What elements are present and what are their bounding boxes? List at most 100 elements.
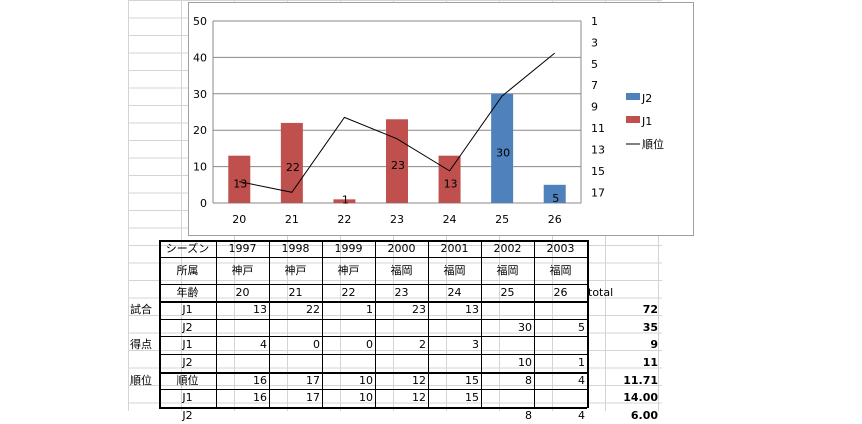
- data-cell[interactable]: 1: [366, 303, 373, 316]
- season-cell[interactable]: 2003: [546, 242, 575, 255]
- age-cell[interactable]: 26: [553, 286, 568, 299]
- data-cell[interactable]: 30: [518, 321, 532, 334]
- data-cell[interactable]: 5: [578, 321, 585, 334]
- data-cell[interactable]: 0: [366, 338, 373, 351]
- row-group-label[interactable]: 得点: [130, 338, 152, 351]
- club-cell[interactable]: 福岡: [549, 264, 572, 277]
- data-cell[interactable]: 13: [465, 303, 479, 316]
- data-cell[interactable]: 16: [253, 391, 267, 404]
- data-cell[interactable]: [481, 336, 534, 354]
- age-cell[interactable]: 25: [500, 286, 515, 299]
- season-cell[interactable]: 1997: [228, 242, 257, 255]
- total-cell[interactable]: 9: [650, 338, 658, 351]
- total-cell[interactable]: 11.71: [623, 374, 658, 387]
- season-cell[interactable]: 2002: [493, 242, 522, 255]
- data-cell[interactable]: 17: [306, 374, 320, 387]
- combo-chart[interactable]: 0 10 20 30 40 50 1 3 5 7 9 11 13 15 17 20 21 22 23 24 25 26 13…: [188, 2, 694, 236]
- data-cell[interactable]: 4: [578, 409, 585, 422]
- data-label: 30: [496, 146, 510, 159]
- data-cell[interactable]: 12: [412, 374, 426, 387]
- club-cell[interactable]: 福岡: [390, 264, 413, 277]
- age-cell[interactable]: 20: [235, 286, 250, 299]
- data-cell[interactable]: 8: [525, 409, 532, 422]
- data-cell[interactable]: 0: [313, 338, 320, 351]
- data-cell[interactable]: [216, 319, 269, 336]
- data-cell[interactable]: 3: [472, 338, 479, 351]
- data-cell[interactable]: 13: [253, 303, 267, 316]
- row-label[interactable]: J2: [182, 356, 193, 369]
- y2-tick-label: 17: [591, 186, 605, 199]
- data-cell[interactable]: 15: [465, 391, 479, 404]
- bar-j1: [228, 155, 251, 203]
- data-cell[interactable]: 15: [465, 374, 479, 387]
- age-cell[interactable]: 22: [341, 286, 356, 299]
- data-cell[interactable]: [322, 319, 375, 336]
- club-cell[interactable]: 福岡: [443, 264, 466, 277]
- table-hline: [159, 240, 587, 242]
- data-cell[interactable]: 1: [578, 356, 585, 369]
- table-vline: [269, 240, 270, 408]
- season-cell[interactable]: 2001: [440, 242, 469, 255]
- data-cell[interactable]: [534, 389, 587, 407]
- x-tick-label: 22: [337, 213, 351, 226]
- data-cell[interactable]: 22: [306, 303, 320, 316]
- row-label[interactable]: J2: [182, 321, 193, 334]
- age-cell[interactable]: 21: [288, 286, 303, 299]
- data-cell[interactable]: [269, 319, 322, 336]
- data-cell[interactable]: 17: [306, 391, 320, 404]
- header-age[interactable]: 年齢: [176, 286, 199, 299]
- data-cell[interactable]: 10: [359, 374, 373, 387]
- data-cell[interactable]: [534, 301, 587, 319]
- age-cell[interactable]: 23: [394, 286, 409, 299]
- row-label[interactable]: 順位: [176, 374, 199, 387]
- total-header[interactable]: total: [588, 286, 614, 299]
- total-cell[interactable]: 35: [642, 321, 658, 334]
- data-cell[interactable]: [481, 301, 534, 319]
- data-cell[interactable]: 8: [525, 374, 532, 387]
- age-cell[interactable]: 24: [447, 286, 462, 299]
- data-cell[interactable]: 10: [518, 356, 532, 369]
- data-cell[interactable]: 4: [260, 338, 267, 351]
- total-cell[interactable]: 6.00: [630, 409, 658, 422]
- data-cell[interactable]: 12: [412, 391, 426, 404]
- club-cell[interactable]: 福岡: [496, 264, 519, 277]
- data-cell[interactable]: [375, 319, 428, 336]
- club-cell[interactable]: 神戸: [231, 264, 254, 277]
- row-group-label[interactable]: 試合: [130, 303, 152, 316]
- total-cell[interactable]: 11: [642, 356, 658, 369]
- y2-tick-label: 7: [591, 79, 598, 92]
- data-cell[interactable]: [216, 354, 269, 372]
- data-cell[interactable]: [375, 354, 428, 372]
- data-cell[interactable]: [534, 336, 587, 354]
- season-cell[interactable]: 1999: [334, 242, 363, 255]
- row-label[interactable]: J1: [182, 391, 193, 404]
- bar-j1: [333, 199, 356, 203]
- data-cell[interactable]: 10: [359, 391, 373, 404]
- table-hline: [159, 319, 587, 320]
- club-cell[interactable]: 神戸: [284, 264, 307, 277]
- row-group-label[interactable]: 順位: [130, 374, 152, 387]
- data-cell[interactable]: 16: [253, 374, 267, 387]
- data-cell[interactable]: 23: [412, 303, 426, 316]
- data-cell[interactable]: 2: [419, 338, 426, 351]
- data-cell[interactable]: [481, 389, 534, 407]
- club-cell[interactable]: 神戸: [337, 264, 360, 277]
- row-label[interactable]: J1: [182, 338, 193, 351]
- data-cell[interactable]: 4: [578, 374, 585, 387]
- row-label[interactable]: J2: [182, 409, 193, 422]
- table-vline: [375, 240, 376, 408]
- header-season[interactable]: シーズン: [165, 242, 210, 255]
- total-cell[interactable]: 14.00: [623, 391, 658, 404]
- data-cell[interactable]: [428, 319, 481, 336]
- data-cell[interactable]: [269, 354, 322, 372]
- data-cell[interactable]: [322, 354, 375, 372]
- row-label[interactable]: J1: [182, 303, 193, 316]
- y-tick-label: 10: [193, 161, 207, 174]
- table-vline: [428, 240, 429, 408]
- total-cell[interactable]: 72: [642, 303, 658, 316]
- header-club[interactable]: 所属: [176, 264, 199, 277]
- season-cell[interactable]: 1998: [281, 242, 310, 255]
- data-cell[interactable]: [428, 354, 481, 372]
- season-cell[interactable]: 2000: [387, 242, 416, 255]
